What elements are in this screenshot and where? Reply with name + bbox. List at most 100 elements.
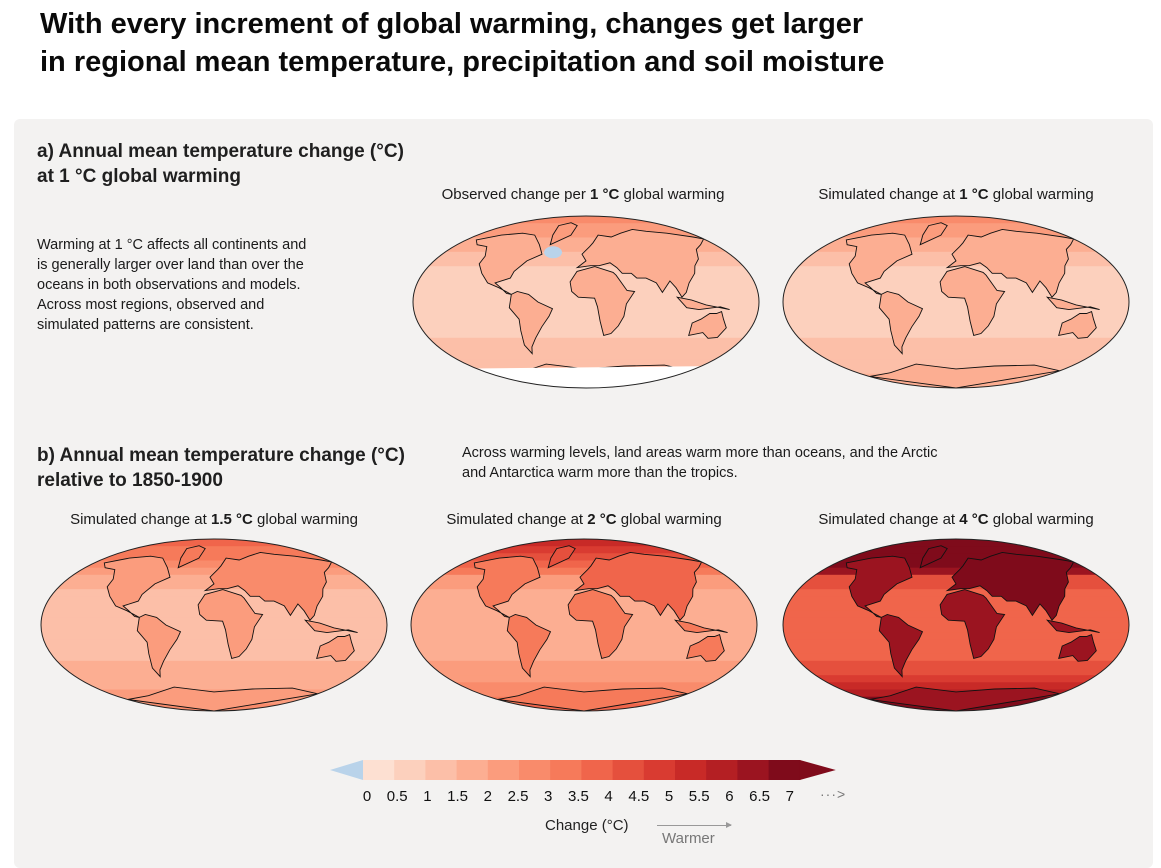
colorbar-tick-label: 7	[785, 788, 794, 805]
ocean-band	[413, 330, 759, 339]
ocean-band	[783, 237, 1129, 246]
ocean-band	[783, 230, 1129, 239]
land-region	[103, 555, 171, 618]
ocean-band	[783, 567, 1129, 576]
globe-outline	[782, 538, 1130, 712]
colorbar-bin	[519, 760, 551, 780]
colorbar-bin	[612, 760, 645, 780]
colorbar-tick-label: 4.5	[628, 788, 650, 805]
colorbar-tick-label: 1	[423, 788, 432, 805]
description-line: simulated patterns are consistent.	[37, 317, 254, 333]
ocean-band	[783, 632, 1129, 640]
caption-text: global warming	[988, 186, 1094, 203]
warmer-arrow	[657, 822, 732, 828]
note-line: Across warming levels, land areas warm m…	[462, 445, 938, 461]
colorbar-bin	[487, 760, 520, 780]
caption-bold: 4 °C	[959, 511, 989, 528]
colorbar-bin	[706, 760, 738, 780]
ocean-band	[411, 625, 757, 633]
map-simulated-2c	[408, 537, 760, 713]
land-region	[197, 589, 264, 659]
ocean-band	[41, 646, 387, 655]
land-region	[919, 222, 948, 246]
colorbar-tick-label: 6.5	[749, 788, 771, 805]
land-region	[869, 686, 1060, 711]
colorbar-tick-label: 6	[725, 788, 734, 805]
land-region	[567, 589, 634, 659]
ocean-band	[411, 682, 757, 691]
caption-bold: 2 °C	[587, 511, 617, 528]
ocean-band	[783, 223, 1129, 231]
land-region	[845, 232, 913, 295]
ocean-band	[413, 337, 759, 346]
caption-text: Simulated change at	[818, 186, 960, 203]
ocean-band	[411, 539, 757, 547]
colorbar-bin	[737, 760, 770, 780]
ocean-band	[411, 546, 757, 554]
section-a-heading-line-2: at 1 °C global warming	[37, 166, 241, 187]
land-region	[203, 551, 333, 621]
ocean-band	[413, 345, 759, 353]
colorbar-bin	[550, 760, 582, 780]
land-region	[549, 222, 578, 246]
map-a2-caption: Simulated change at 1 °C global warming	[780, 186, 1132, 203]
description-line: Across most regions, observed and	[37, 297, 265, 313]
land-region	[1045, 619, 1100, 634]
ocean-band	[41, 675, 387, 683]
ocean-band	[411, 567, 757, 576]
caption-text: global warming	[988, 511, 1094, 528]
land-region	[686, 634, 725, 662]
ocean-band	[783, 675, 1129, 683]
ocean-band	[413, 302, 759, 310]
colorbar-bin	[581, 760, 614, 780]
title-line-2: in regional mean temperature, precipitat…	[40, 46, 885, 78]
colorbar-bin	[675, 760, 707, 780]
colorbar-tick-label: 1.5	[447, 788, 469, 805]
ocean-band	[413, 216, 759, 224]
ocean-band	[41, 553, 387, 562]
note-line: and Antarctica warm more than the tropic…	[462, 465, 738, 481]
map-simulated-1c	[780, 214, 1132, 390]
ocean-band	[411, 617, 757, 626]
section-a-heading: a) Annual mean temperature change (°C) a…	[37, 139, 404, 189]
section-b-heading-line-2: relative to 1850-1900	[37, 470, 223, 491]
ocean-band	[41, 682, 387, 691]
land-region	[473, 555, 541, 618]
colorbar-overflow-arrow: ···>	[820, 786, 847, 802]
globe-outline	[410, 538, 758, 712]
ocean-band	[783, 668, 1129, 676]
caption-text: global warming	[616, 511, 722, 528]
caption-text: global warming	[619, 186, 725, 203]
globe-outline	[412, 215, 760, 389]
ocean-band	[41, 668, 387, 676]
colorbar-bin	[643, 760, 676, 780]
colorbar-tick-label: 4	[604, 788, 613, 805]
ocean-band	[413, 230, 759, 239]
ocean-band	[41, 617, 387, 626]
caption-bold: 1 °C	[959, 186, 989, 203]
ocean-band	[413, 352, 759, 360]
colorbar-tick-label: 2.5	[507, 788, 529, 805]
colorbar-tick-label: 5.5	[688, 788, 710, 805]
cooling-patch	[544, 246, 563, 259]
land-region	[878, 614, 924, 678]
ocean-band	[413, 323, 759, 332]
section-a-heading-line-1: a) Annual mean temperature change (°C)	[37, 141, 404, 162]
ocean-band	[411, 646, 757, 655]
no-data-region	[413, 365, 759, 388]
land-region	[177, 545, 206, 569]
description-line: Warming at 1 °C affects all continents a…	[37, 237, 307, 253]
ocean-band	[783, 316, 1129, 325]
section-a-description: Warming at 1 °C affects all continents a…	[37, 235, 306, 335]
ocean-band	[783, 560, 1129, 569]
colorbar-tick-label: 0	[362, 788, 372, 805]
ocean-band	[411, 653, 757, 662]
ocean-band	[411, 632, 757, 640]
land-region	[569, 266, 636, 336]
land-region	[878, 291, 924, 355]
colorbar-tick-label: 3	[544, 788, 553, 805]
ocean-band	[41, 632, 387, 640]
ocean-band	[41, 560, 387, 569]
land-region	[1045, 296, 1100, 311]
ocean-band	[41, 653, 387, 662]
